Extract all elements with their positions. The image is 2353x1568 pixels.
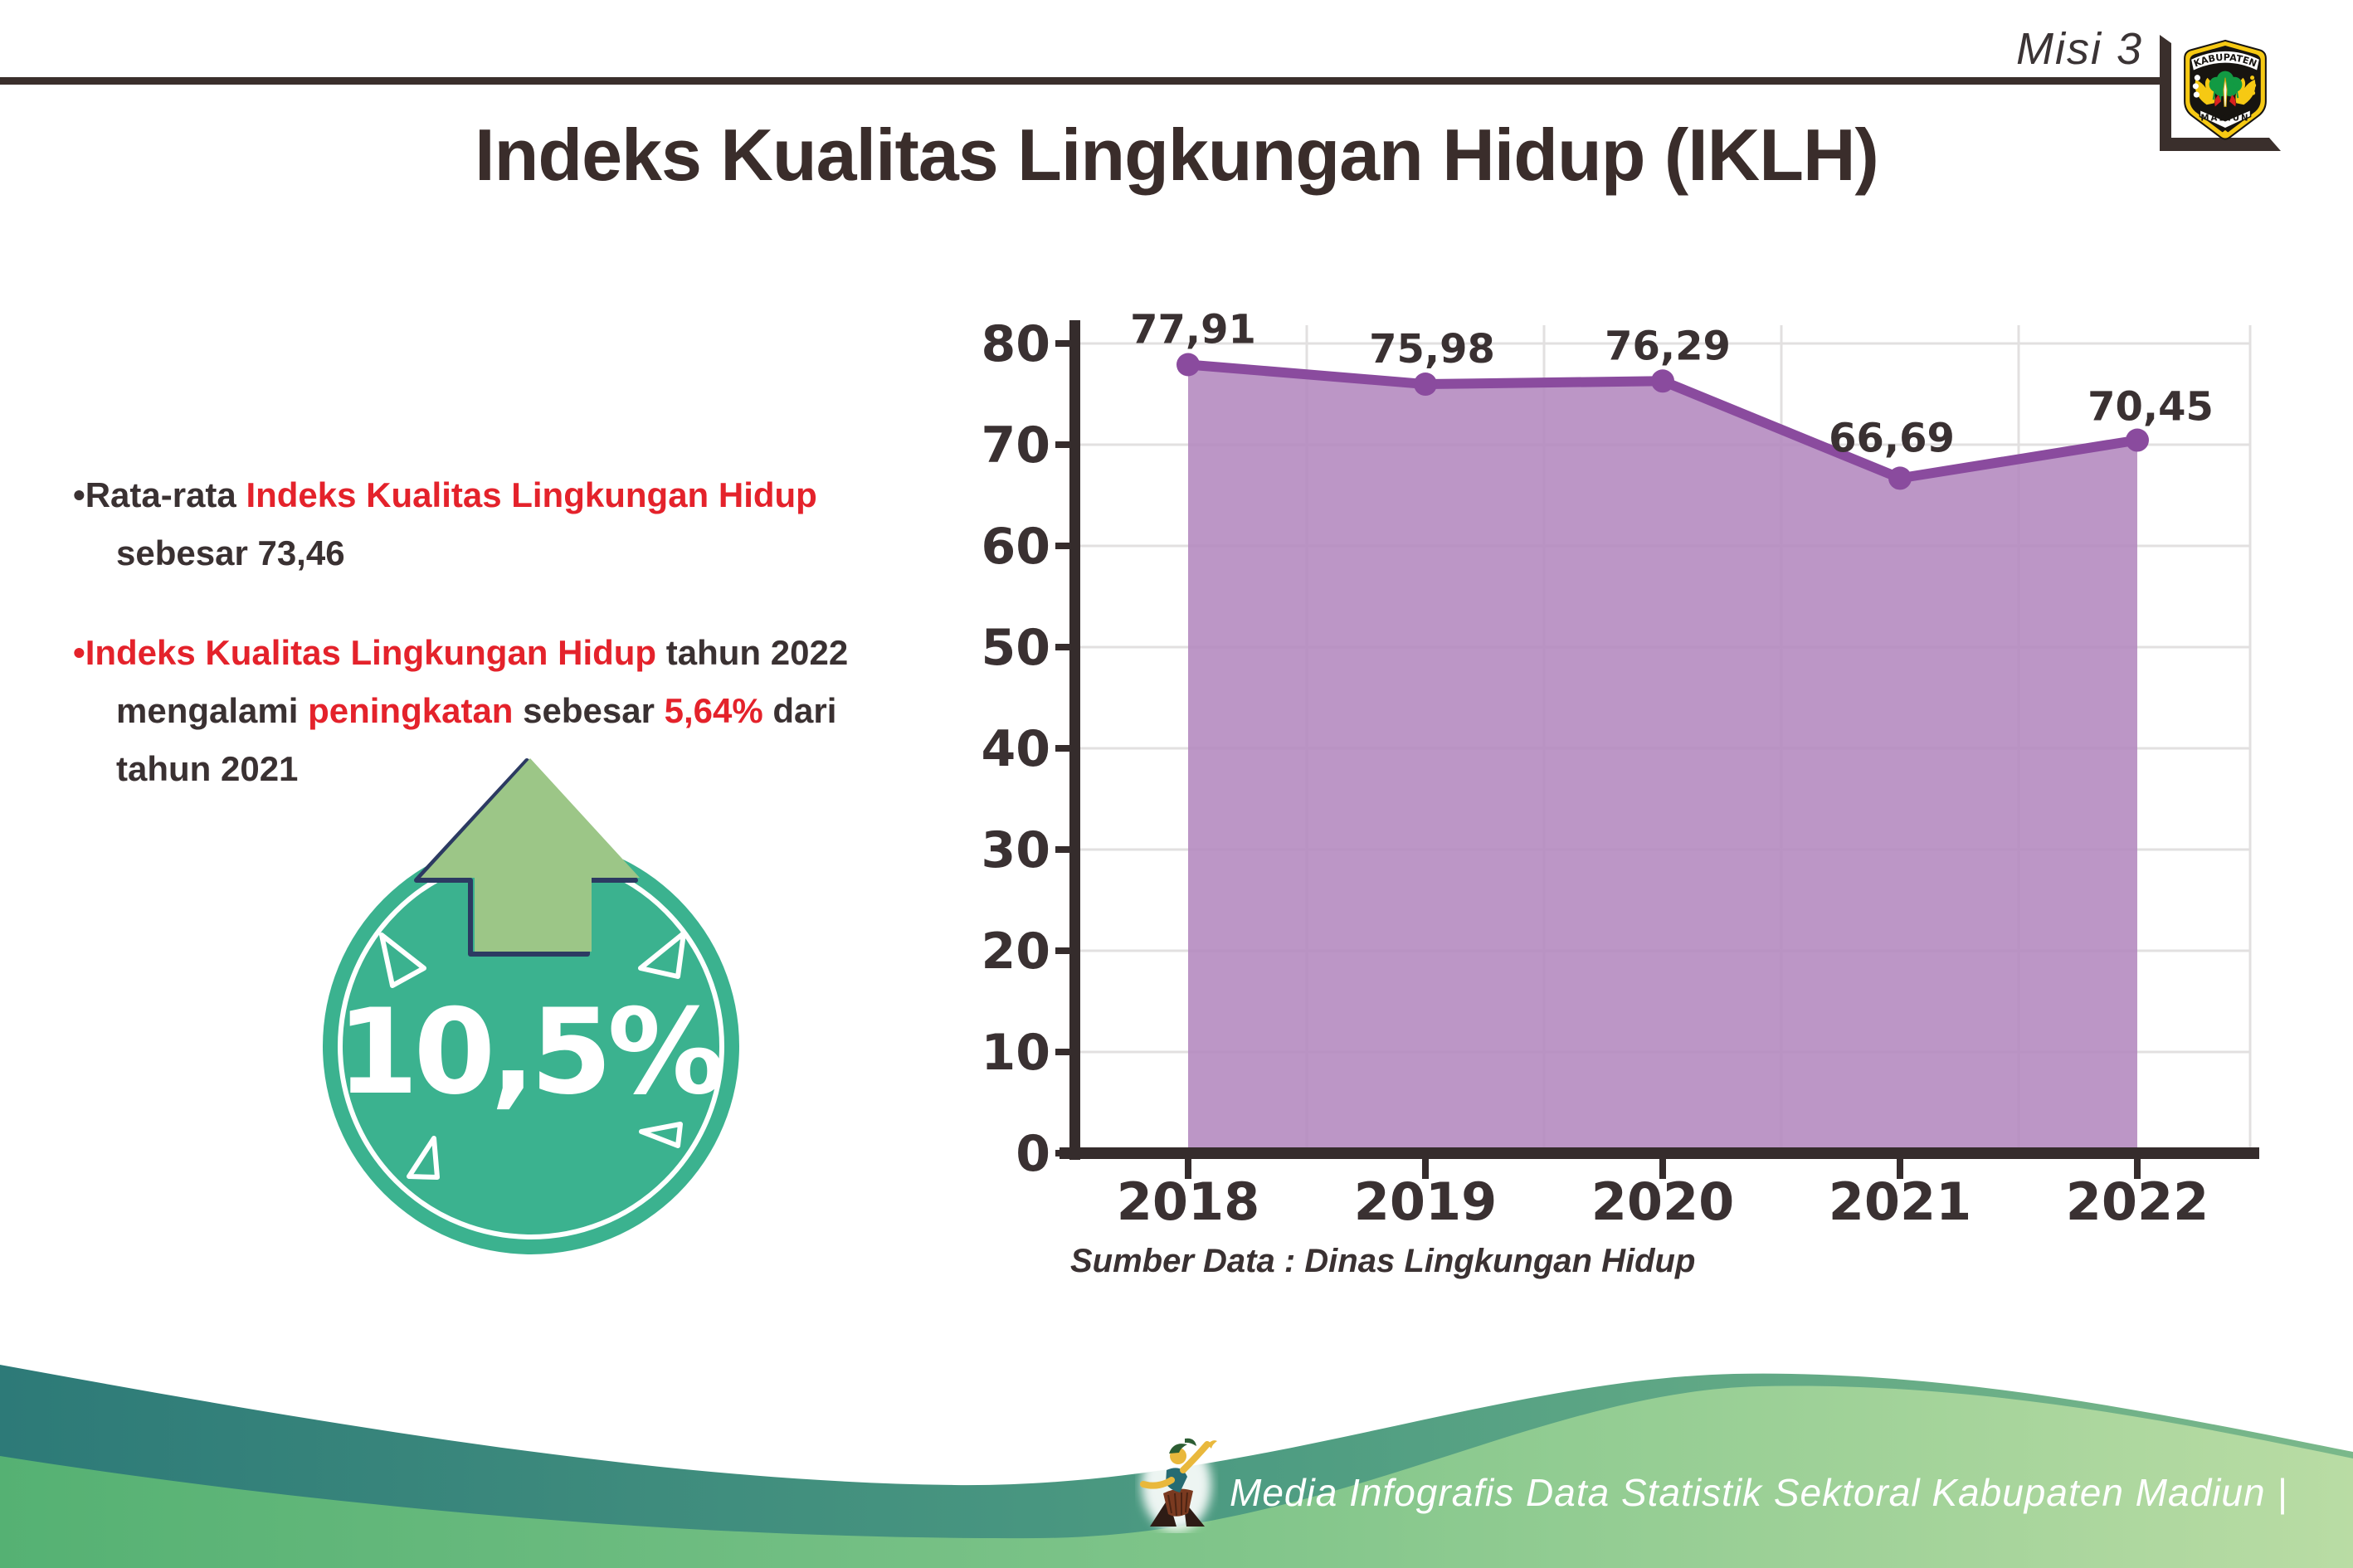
x-tick [1897,1159,1903,1179]
bullet-line: •Indeks Kualitas Lingkungan Hidup tahun … [73,624,1019,682]
increase-badge: 10,5% [323,758,739,1254]
x-axis-label: 2022 [2066,1171,2209,1232]
y-axis-label: 0 [1016,1125,1050,1183]
y-axis-label: 40 [982,720,1051,778]
bullet-increase-2022: •Indeks Kualitas Lingkungan Hidup tahun … [73,624,1019,798]
bullet-text-highlight: 5,64% [664,691,763,730]
value-label: 70,45 [2087,384,2214,431]
value-label: 66,69 [1829,415,1955,461]
x-tick [2134,1159,2141,1179]
bullet-line: mengalami peningkatan sebesar 5,64% dari [116,682,1019,740]
y-tick [1055,543,1072,549]
value-label: 75,98 [1369,326,1495,373]
y-tick [1055,340,1072,347]
bullet-line: •Rata-rata Indeks Kualitas Lingkungan Hi… [73,466,1019,524]
y-axis-label: 10 [982,1024,1051,1082]
x-axis-label: 2019 [1354,1171,1498,1232]
logo-bottom-banner [2199,109,2252,129]
dancer-mascot-icon [1140,1438,1217,1531]
footer-wave-decoration [0,1365,2353,1568]
x-tick [1185,1159,1191,1179]
y-axis-label: 80 [982,315,1051,373]
y-tick [1055,1049,1072,1055]
y-tick [1055,441,1072,448]
misi-label: Misi 3 [2015,24,2143,74]
logo-corner-bracket [2160,35,2281,151]
y-axis-label: 50 [982,619,1051,677]
logo-cotton-rice-icon [2192,75,2257,98]
data-point [1888,466,1912,490]
x-axis-label: 2021 [1829,1171,1972,1232]
data-point [1414,373,1437,397]
data-point [2126,428,2149,452]
y-tick [1055,947,1072,954]
footer-caption: Media Infografis Data Statistik Sektoral… [1230,1471,2288,1514]
bullet-line: tahun 2021 [116,749,299,788]
logo-bottom-ornament [2220,129,2230,137]
logo-bottom-banner-text: MADIUN [2200,114,2249,124]
up-arrow-icon [421,758,640,952]
y-axis-label: 60 [982,518,1051,576]
kabupaten-madiun-logo: KABUPATEN MADIUN [2184,39,2267,140]
bullet-text: sebesar [513,691,665,730]
wave-green [0,1385,2353,1568]
bullet-text: •Rata-rata [73,475,246,514]
y-tick [1055,745,1072,752]
data-source-note: Sumber Data : Dinas Lingkungan Hidup [1070,1243,1696,1279]
y-axis-label: 20 [982,923,1051,981]
y-axis-label: 70 [982,416,1051,475]
x-axis [1060,1147,2259,1159]
iklh-area-chart: 0 10 20 30 40 50 60 70 80 77,91 75,98 76,29 66,69 70,… [982,307,2259,1232]
area-fill [1188,364,2137,1153]
bullet-average-iklh: •Rata-rata Indeks Kualitas Lingkungan Hi… [73,466,1019,582]
y-tick [1055,846,1072,853]
logo-red-accents-icon [2214,95,2236,107]
badge-spark-triangles [379,931,686,1180]
bullet-text: dari [762,691,837,730]
badge-value: 10,5% [337,984,722,1121]
bullet-line: sebesar 73,46 [116,533,345,572]
x-tick [1659,1159,1666,1179]
key-findings: •Rata-rata Indeks Kualitas Lingkungan Hi… [73,466,1019,798]
bullet-text: tahun 2022 [656,633,849,672]
y-axis [1069,320,1080,1160]
x-axis-label: 2018 [1117,1171,1260,1232]
bullet-text-highlight: peningkatan [308,691,514,730]
bullet-text-highlight: Indeks Kualitas Lingkungan Hidup [246,475,817,514]
value-label: 77,91 [1130,307,1256,353]
logo-kris-icon [2223,77,2228,107]
data-point [1176,353,1200,377]
bullet-text: mengalami [116,691,309,730]
value-label: 76,29 [1605,323,1731,369]
y-tick [1055,644,1072,650]
logo-top-banner [2190,50,2261,72]
x-tick [1422,1159,1429,1179]
x-axis-label: 2020 [1591,1171,1735,1232]
bullet-text-highlight: •Indeks Kualitas Lingkungan Hidup [73,633,657,672]
arrow-outline [414,758,638,957]
data-point [1651,369,1674,393]
page-title: Indeks Kualitas Lingkungan Hidup (IKLH) [475,114,1879,196]
header-rule [0,77,2167,85]
y-axis-label: 30 [982,821,1051,879]
